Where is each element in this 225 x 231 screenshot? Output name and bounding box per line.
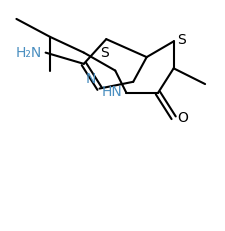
Text: HN: HN: [101, 85, 122, 99]
Text: S: S: [99, 46, 108, 60]
Text: H₂N: H₂N: [16, 46, 42, 60]
Text: S: S: [176, 33, 185, 47]
Text: O: O: [176, 111, 187, 125]
Text: N: N: [86, 72, 96, 86]
